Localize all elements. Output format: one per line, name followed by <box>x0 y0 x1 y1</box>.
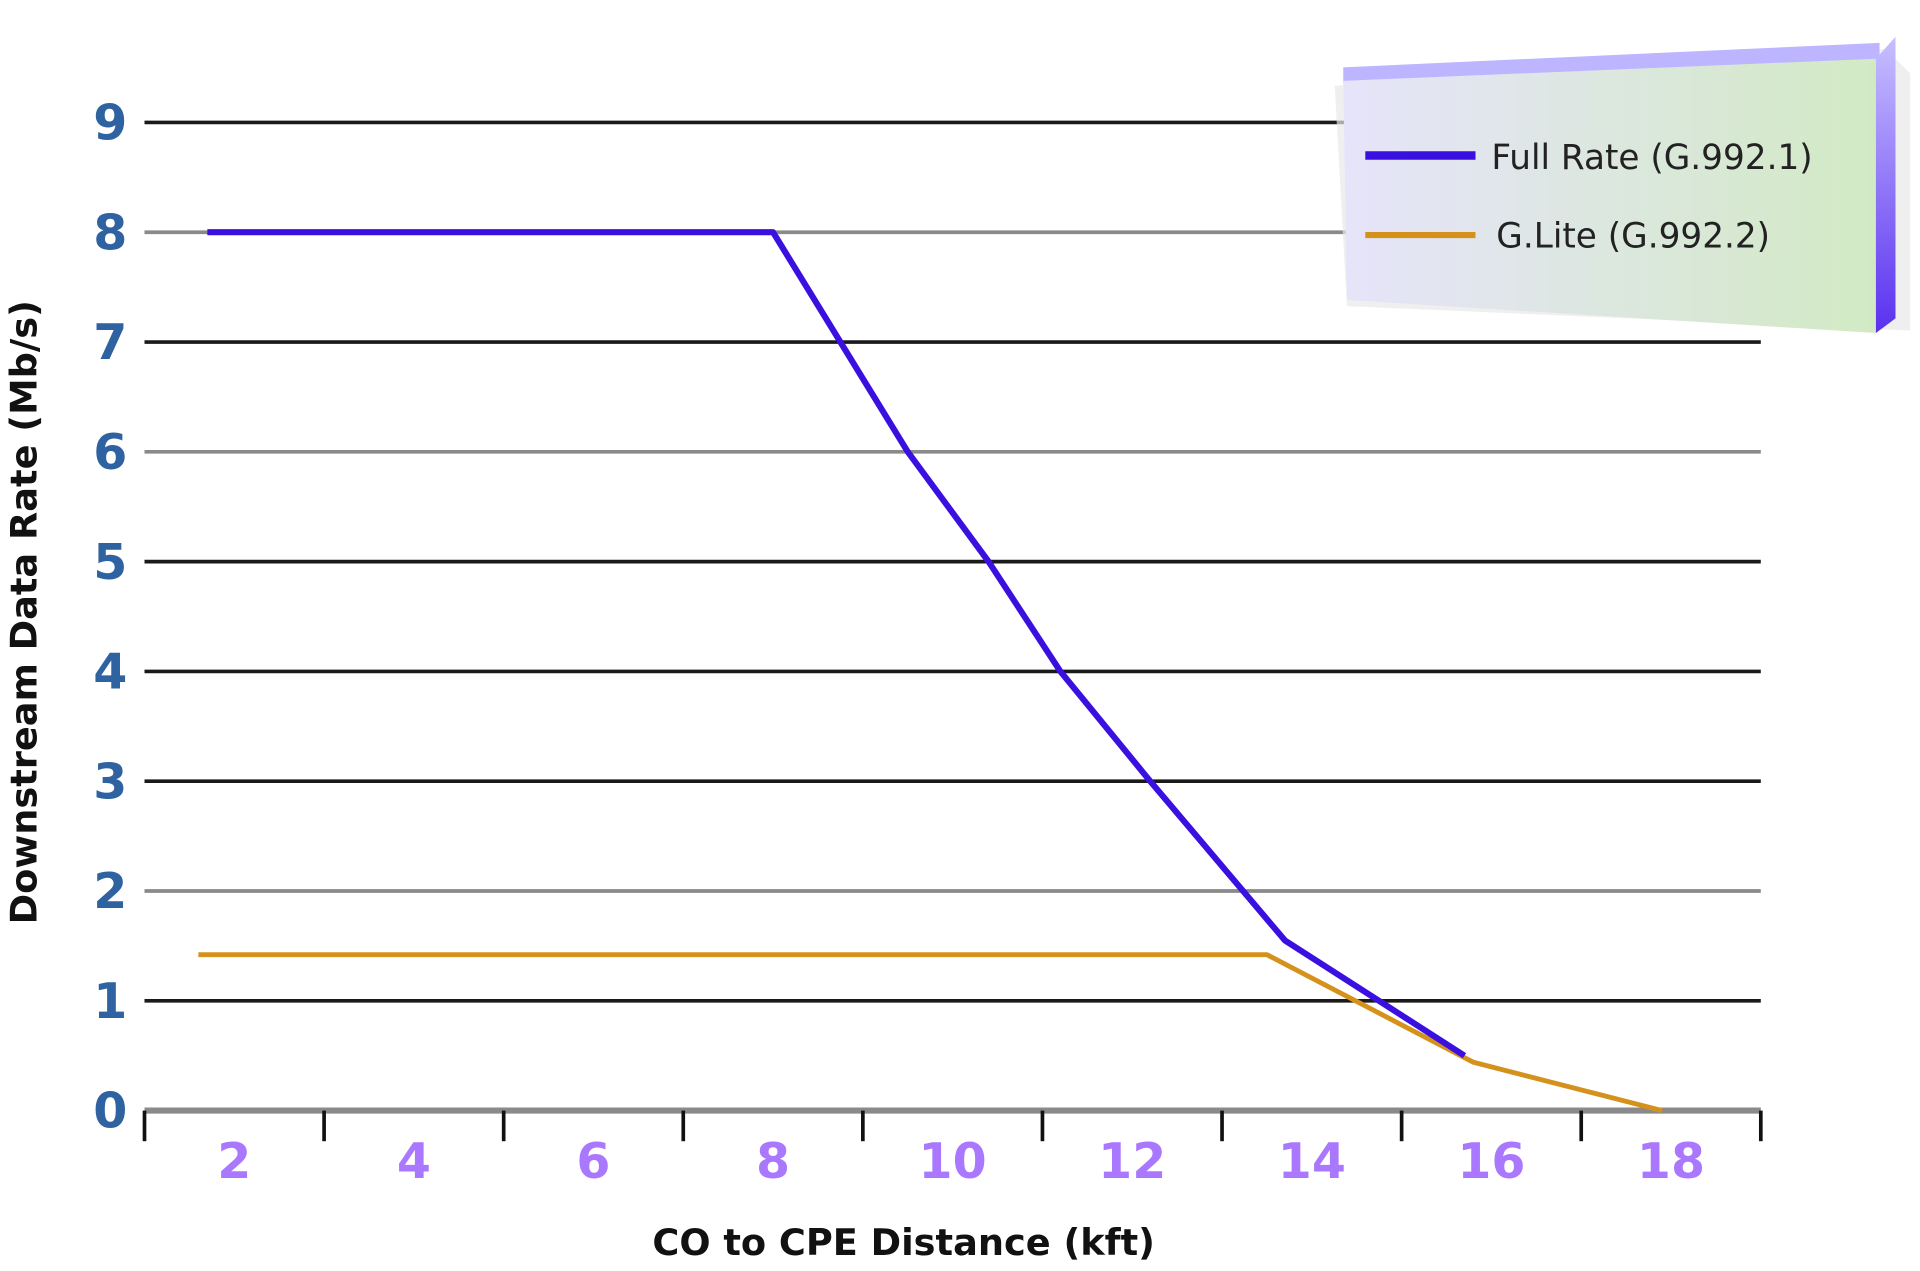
y-tick-label: 0 <box>93 1083 127 1140</box>
x-tick-label: 10 <box>919 1133 987 1190</box>
x-tick-label: 2 <box>217 1133 251 1190</box>
y-tick-label: 1 <box>93 973 127 1030</box>
legend-label-full-rate: Full Rate (G.992.1) <box>1491 138 1812 178</box>
y-tick-label: 5 <box>93 534 127 591</box>
x-tick-label: 8 <box>756 1133 790 1190</box>
gridlines <box>144 120 1761 1003</box>
legend-side-edge <box>1875 36 1896 334</box>
x-tick-label: 4 <box>397 1133 431 1190</box>
series-lines <box>198 229 1663 1113</box>
legend: Full Rate (G.992.1) G.Lite (G.992.2) <box>1334 36 1911 334</box>
x-tick-label: 18 <box>1637 1133 1705 1190</box>
legend-box <box>1343 58 1876 334</box>
x-axis <box>142 1107 1763 1142</box>
y-tick-label: 7 <box>93 314 127 371</box>
y-axis-ticks: 0 1 2 3 4 5 6 7 8 9 <box>93 95 127 1140</box>
y-tick-label: 6 <box>93 424 127 481</box>
y-tick-label: 4 <box>93 644 127 701</box>
y-tick-label: 9 <box>93 95 127 152</box>
y-tick-label: 3 <box>93 753 127 810</box>
y-tick-label: 8 <box>93 204 127 261</box>
x-tick-label: 6 <box>576 1133 610 1190</box>
series-line-0 <box>207 229 1467 1059</box>
series-line-1 <box>198 952 1663 1113</box>
x-tick-label: 14 <box>1278 1133 1346 1190</box>
legend-top-edge <box>1343 42 1880 84</box>
x-axis-ticks: 2 4 6 8 10 12 14 16 18 <box>217 1133 1705 1190</box>
y-axis-label: Downstream Data Rate (Mb/s) <box>3 300 46 924</box>
x-tick-label: 16 <box>1457 1133 1525 1190</box>
y-tick-label: 2 <box>93 863 127 920</box>
x-tick-label: 12 <box>1098 1133 1166 1190</box>
legend-label-g-lite: G.Lite (G.992.2) <box>1496 216 1770 256</box>
x-axis-label: CO to CPE Distance (kft) <box>652 1221 1155 1264</box>
